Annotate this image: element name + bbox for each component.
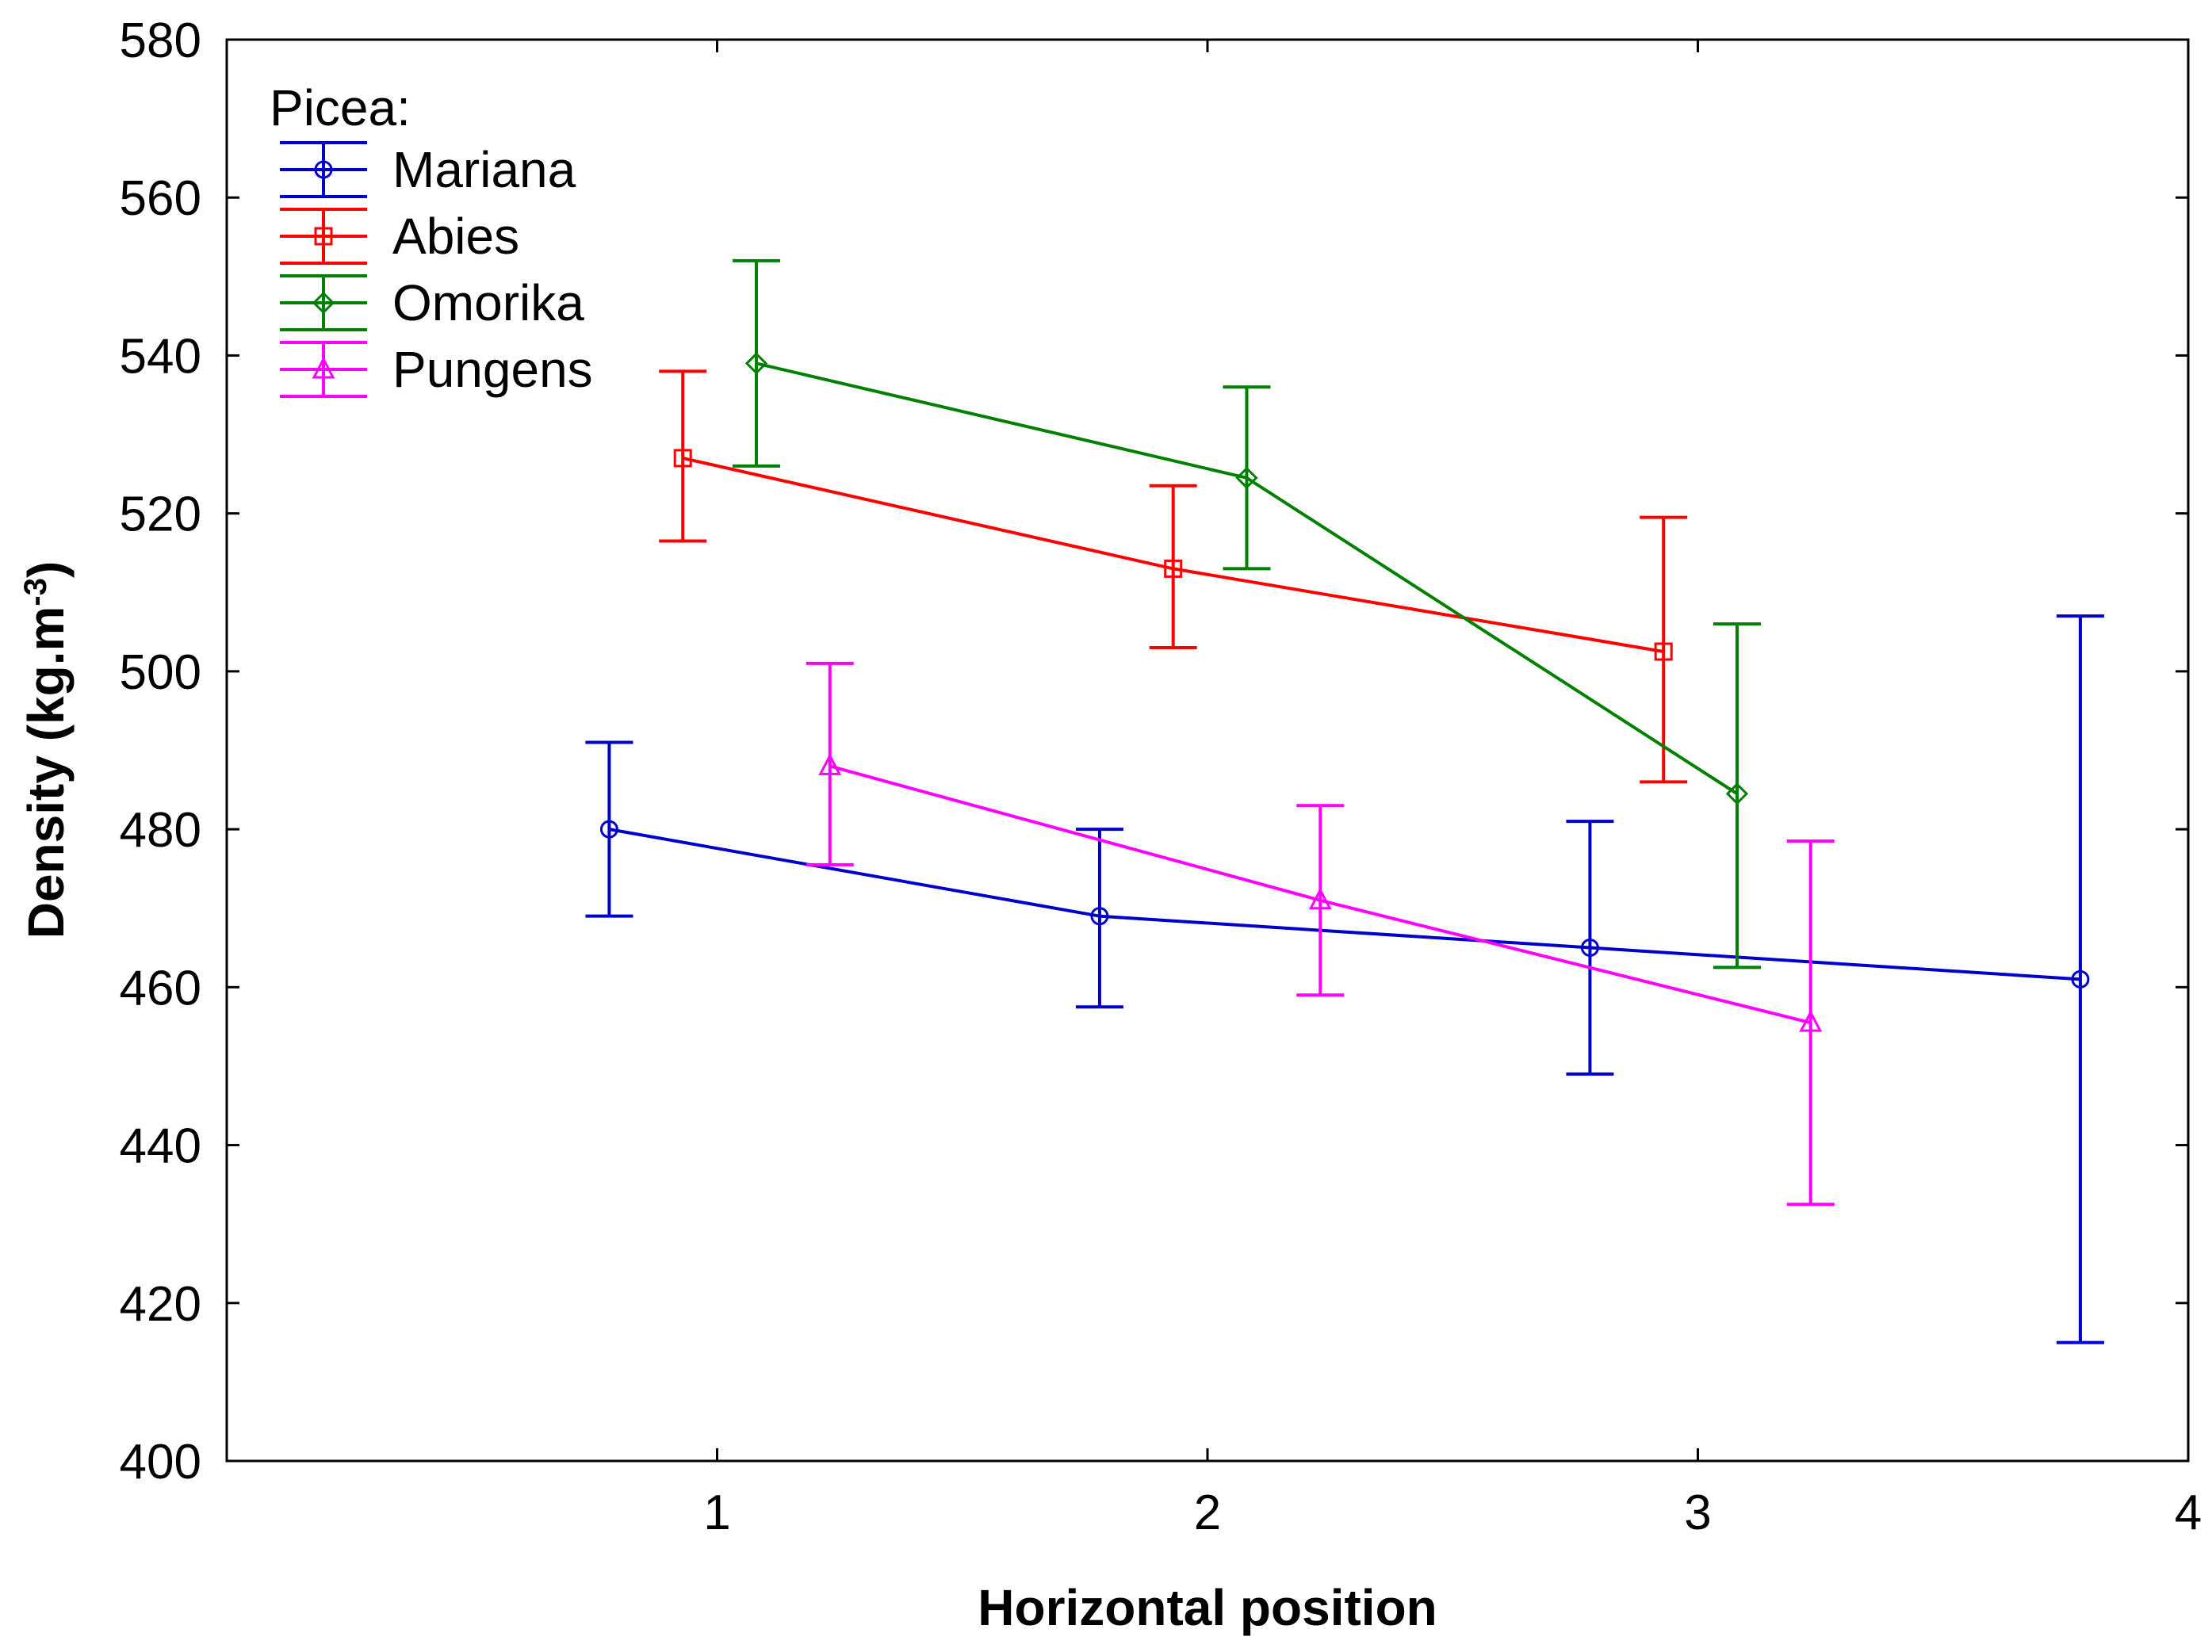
legend-marker [312, 291, 335, 315]
legend-marker [312, 356, 335, 379]
legend-marker [314, 227, 333, 246]
legend-item-mariana: Mariana [280, 141, 576, 198]
y-axis-title-superscript: -3 [18, 578, 53, 606]
x-axis-title: Horizontal position [978, 1579, 1437, 1636]
legend-label: Mariana [392, 141, 576, 198]
legend-label: Abies [392, 208, 519, 265]
plot-area [225, 38, 2190, 1463]
data-point [1799, 1009, 1823, 1032]
legend-marker [314, 160, 333, 179]
data-point [1308, 887, 1332, 910]
data-point [1654, 642, 1673, 661]
data-point [1235, 466, 1258, 489]
legend-item-abies: Abies [280, 208, 519, 265]
data-point [599, 820, 618, 839]
y-tick-label: 500 [120, 645, 201, 700]
x-tick-label: 4 [2175, 1486, 2202, 1540]
y-tick-label: 420 [120, 1277, 201, 1332]
y-axis-title-suffix: ) [17, 561, 75, 578]
legend-label: Omorika [392, 274, 584, 331]
y-tick-label: 400 [120, 1435, 201, 1489]
data-point [1580, 939, 1599, 958]
y-tick-label: 440 [120, 1119, 201, 1174]
data-point [2071, 969, 2090, 989]
y-tick-label: 520 [120, 488, 201, 542]
legend: Picea: Mariana Abies Omorika Pungens [270, 79, 593, 398]
x-tick-label: 1 [703, 1486, 730, 1540]
x-tick-label: 3 [1684, 1486, 1711, 1540]
series-layer [585, 258, 2104, 1344]
series-abies [659, 369, 1688, 784]
y-tick-label: 540 [120, 329, 201, 384]
legend-title: Picea: [270, 79, 411, 136]
y-tick-label: 460 [120, 961, 201, 1015]
y-tick-label: 560 [120, 171, 201, 226]
data-point [1725, 782, 1749, 805]
y-axis-title: Density (kg.m-3) [17, 561, 75, 939]
y-tick-label: 580 [120, 13, 201, 68]
y-tick-label: 480 [120, 803, 201, 858]
legend-label: Pungens [392, 341, 593, 398]
series-mariana [585, 614, 2104, 1344]
tick-marks: 400 420 440 460 480 500 520 540 560 580 1 2 3 4 [120, 13, 2202, 1540]
data-point [744, 352, 768, 375]
x-tick-label: 2 [1194, 1486, 1221, 1540]
series-line [609, 828, 2081, 981]
legend-item-omorika: Omorika [280, 274, 584, 331]
series-pungens [806, 661, 1835, 1206]
data-point [1090, 907, 1109, 926]
data-point [1164, 559, 1183, 578]
data-point [673, 449, 692, 468]
legend-item-pungens: Pungens [280, 341, 593, 398]
series-omorika [732, 258, 1761, 969]
y-axis-title-main: Density (kg.m [17, 606, 75, 939]
data-point [818, 753, 842, 775]
